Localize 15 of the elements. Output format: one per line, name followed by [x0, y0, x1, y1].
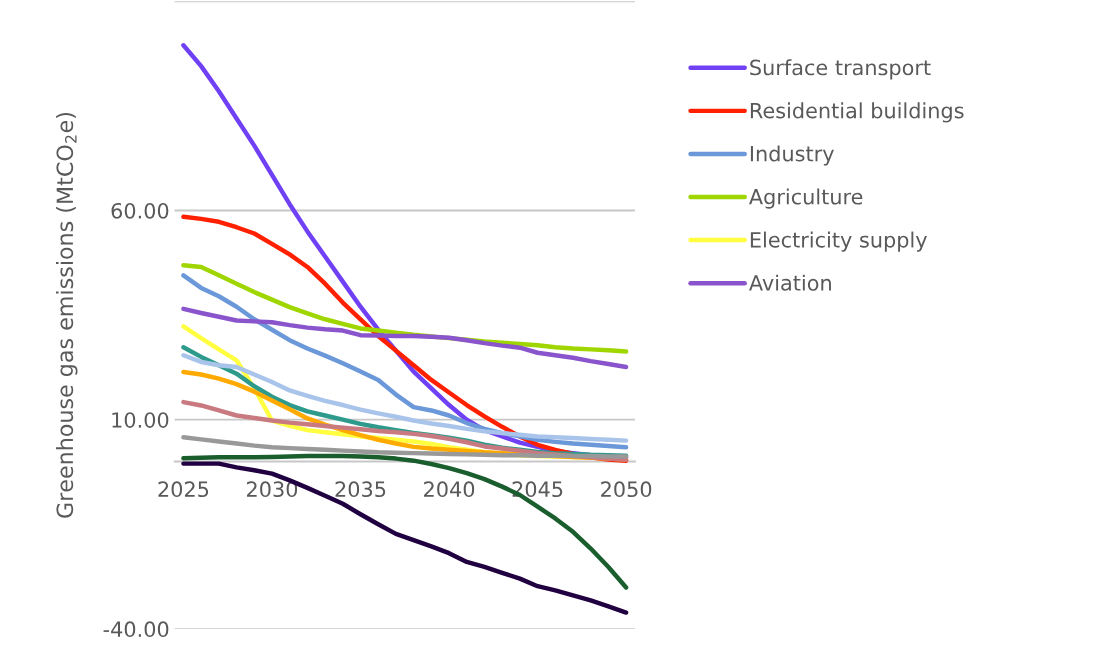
legend-label: Agriculture	[749, 188, 863, 209]
legend-label: Residential buildings	[750, 102, 964, 123]
x-tick-label: 2030	[246, 481, 298, 498]
y-tick-label: -40.00	[103, 621, 169, 638]
legend-label: Industry	[750, 145, 834, 166]
y-axis-title: Greenhouse gas emissions (MtCO$_{2}$e)	[56, 113, 78, 518]
legend-label: Surface transport	[750, 59, 931, 80]
y-tick-label: 60.00	[111, 202, 169, 219]
legend-label: Aviation	[749, 274, 831, 291]
x-tick-label: 2050	[601, 481, 652, 498]
x-tick-label: 2035	[335, 481, 386, 498]
y-tick-label: 10.00	[112, 412, 169, 428]
x-tick-label: 2040	[424, 481, 475, 498]
x-tick-label: 2025	[158, 481, 209, 498]
legend-label: Electricity supply	[750, 231, 927, 252]
